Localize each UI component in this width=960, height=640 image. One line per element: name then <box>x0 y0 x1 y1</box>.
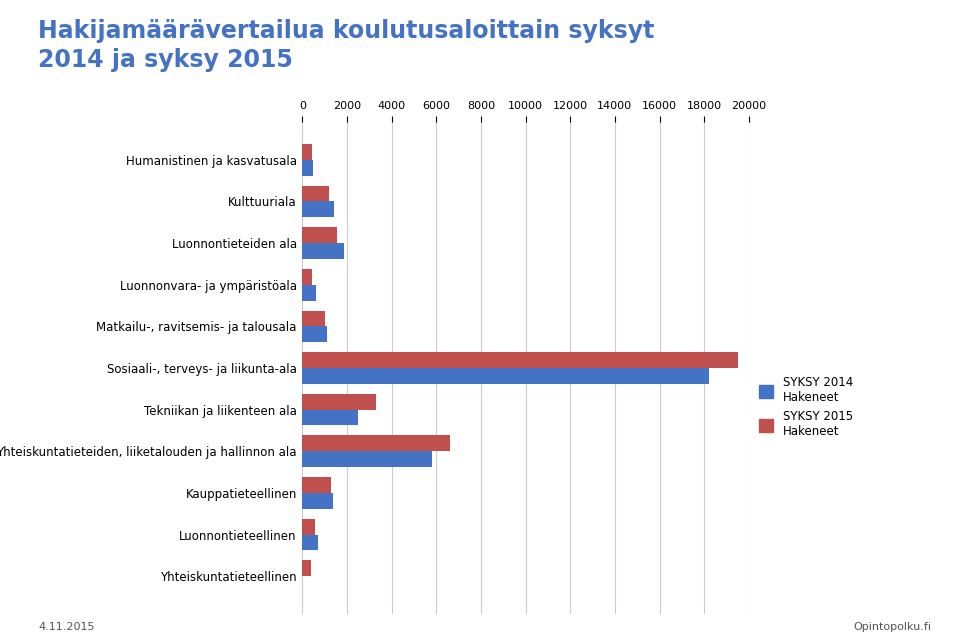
Bar <box>302 394 376 410</box>
Bar <box>302 352 737 368</box>
Text: 4.11.2015: 4.11.2015 <box>38 622 95 632</box>
Bar <box>302 326 327 342</box>
Legend: SYKSY 2014
Hakeneet, SYKSY 2015
Hakeneet: SYKSY 2014 Hakeneet, SYKSY 2015 Hakeneet <box>759 376 853 438</box>
Bar <box>302 310 324 326</box>
Bar <box>302 269 312 285</box>
Text: Opintopolku.fi: Opintopolku.fi <box>853 622 931 632</box>
Bar <box>302 243 344 259</box>
Bar <box>302 493 332 509</box>
Bar <box>302 144 312 160</box>
Bar <box>302 227 337 243</box>
Bar <box>302 451 432 467</box>
Bar <box>302 519 315 534</box>
Bar <box>302 534 318 550</box>
Bar <box>302 435 449 451</box>
Bar <box>302 285 316 301</box>
Bar <box>302 410 358 426</box>
Bar <box>302 186 329 202</box>
Bar <box>302 202 334 217</box>
Bar <box>302 477 331 493</box>
Bar <box>302 561 311 576</box>
Bar <box>302 368 708 384</box>
Bar <box>302 160 313 175</box>
Text: Hakijamäärävertailua koulutusaloittain syksyt
2014 ja syksy 2015: Hakijamäärävertailua koulutusaloittain s… <box>38 19 655 72</box>
